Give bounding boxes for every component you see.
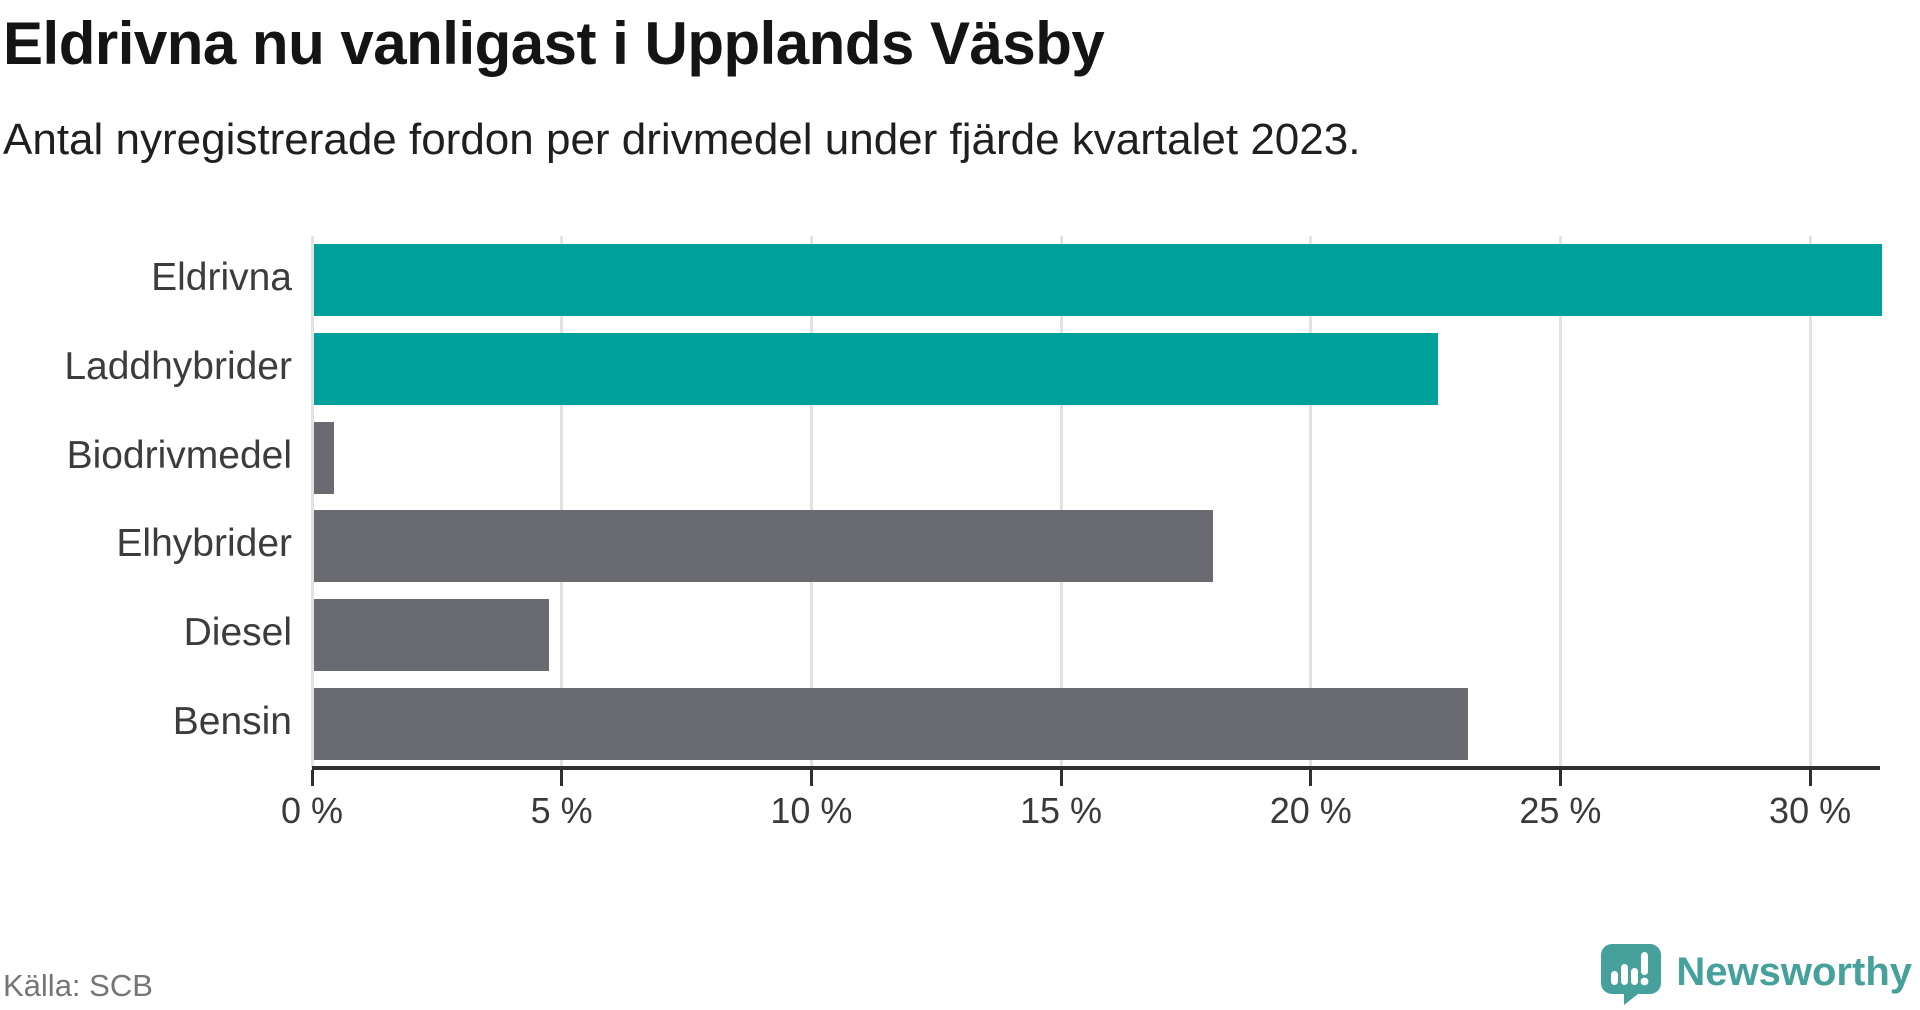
x-axis-tick — [1309, 770, 1313, 786]
x-tick-label: 5 % — [530, 790, 593, 831]
x-tick-label: 20 % — [1269, 790, 1352, 831]
gridline — [1059, 236, 1063, 768]
chart-subtitle: Antal nyregistrerade fordon per drivmede… — [3, 115, 1361, 164]
gridline — [310, 236, 314, 768]
category-label: Bensin — [172, 699, 292, 743]
category-label: Diesel — [183, 611, 292, 654]
chart-title: Eldrivna nu vanligast i Upplands Väsby — [3, 10, 1105, 77]
category-label: Biodrivmedel — [66, 433, 292, 477]
bar-laddhybrider — [314, 333, 1438, 405]
x-tick-label: 10 % — [770, 790, 853, 831]
bar-biodrivmedel — [314, 421, 334, 494]
x-tick-label: 25 % — [1519, 790, 1602, 831]
x-axis-line — [312, 766, 1880, 770]
category-label: Eldrivna — [151, 256, 292, 300]
x-axis-tick — [1558, 770, 1562, 786]
category-label: Laddhybrider — [64, 345, 292, 388]
x-tick-label: 0 % — [280, 790, 344, 831]
gridline — [1808, 236, 1812, 768]
gridline — [1558, 236, 1562, 768]
bar-eldrivna — [314, 244, 1882, 317]
gridline — [560, 236, 564, 768]
gridline — [1309, 236, 1313, 768]
bar-bensin — [314, 687, 1468, 760]
x-axis-tick — [310, 770, 314, 786]
x-axis-tick — [560, 770, 564, 786]
brand-logo: Newsworthy — [1600, 942, 1912, 1006]
bar-diesel — [314, 599, 549, 671]
x-tick-label: 30 % — [1769, 790, 1852, 831]
x-axis-tick — [1059, 770, 1063, 786]
bar-elhybrider — [314, 510, 1213, 583]
brand-name: Newsworthy — [1676, 950, 1912, 994]
x-axis-tick — [1808, 770, 1812, 786]
x-axis-tick — [809, 770, 813, 786]
category-label: Elhybrider — [116, 522, 292, 566]
x-tick-label: 15 % — [1020, 790, 1103, 831]
newsworthy-icon — [1600, 943, 1662, 1005]
source-note: Källa: SCB — [3, 968, 153, 1003]
gridline — [809, 236, 813, 768]
